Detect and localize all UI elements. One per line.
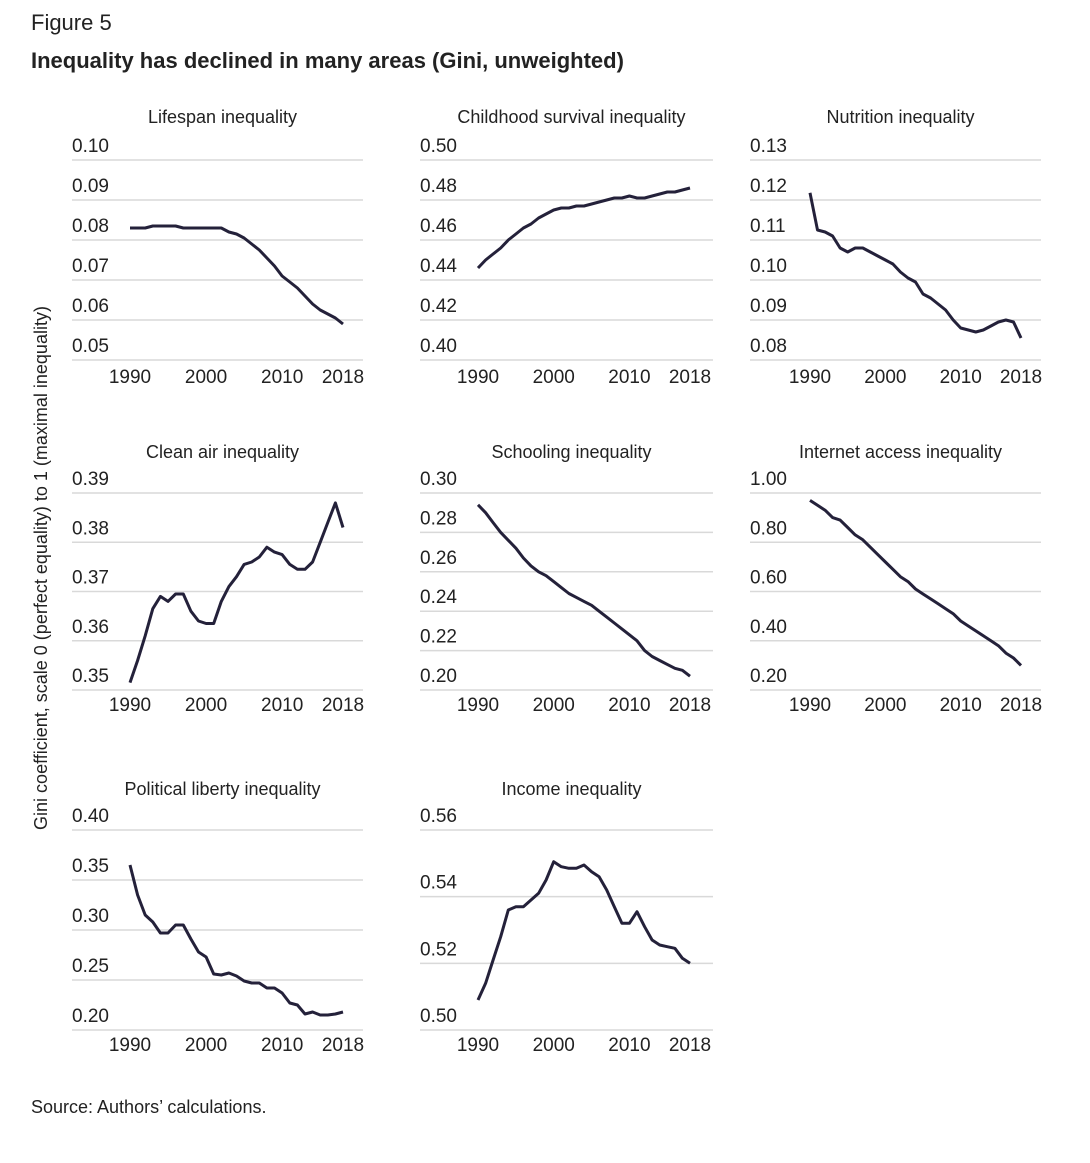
x-tick-label: 1990 <box>789 367 831 388</box>
panel-title: Political liberty inequality <box>124 779 320 799</box>
figure-label: Figure 5 <box>31 10 112 35</box>
y-tick-label: 0.24 <box>420 587 457 608</box>
y-tick-label: 0.09 <box>750 296 787 317</box>
x-tick-label: 2018 <box>1000 367 1042 388</box>
y-tick-label: 0.52 <box>420 939 457 960</box>
x-tick-label: 2018 <box>322 367 364 388</box>
y-tick-label: 0.80 <box>750 518 787 539</box>
x-tick-label: 2010 <box>940 695 982 716</box>
y-tick-label: 0.08 <box>750 336 787 357</box>
x-tick-label: 2000 <box>864 367 906 388</box>
x-tick-label: 2018 <box>322 1035 364 1056</box>
y-tick-label: 0.10 <box>72 136 109 157</box>
panel-title: Childhood survival inequality <box>457 107 685 127</box>
y-tick-label: 0.42 <box>420 296 457 317</box>
x-tick-label: 1990 <box>109 1035 151 1056</box>
x-tick-label: 2010 <box>940 367 982 388</box>
x-tick-label: 2000 <box>533 367 575 388</box>
x-tick-label: 2010 <box>261 367 303 388</box>
y-tick-label: 0.20 <box>420 666 457 687</box>
y-tick-label: 0.13 <box>750 136 787 157</box>
x-tick-label: 1990 <box>457 367 499 388</box>
y-tick-label: 0.20 <box>72 1006 109 1027</box>
y-tick-label: 0.30 <box>72 906 109 927</box>
y-tick-label: 0.35 <box>72 856 109 877</box>
y-tick-label: 0.25 <box>72 956 109 977</box>
y-axis-label: Gini coefficient, scale 0 (perfect equal… <box>31 306 51 830</box>
y-tick-label: 0.10 <box>750 256 787 277</box>
data-line <box>128 864 344 1017</box>
y-tick-label: 0.30 <box>420 469 457 490</box>
data-line <box>130 224 344 326</box>
panel-title: Clean air inequality <box>146 442 299 462</box>
x-tick-label: 2000 <box>533 695 575 716</box>
y-tick-label: 0.60 <box>750 568 787 589</box>
y-tick-label: 0.28 <box>420 508 457 529</box>
x-tick-label: 2018 <box>669 1035 711 1056</box>
y-tick-label: 0.40 <box>420 336 457 357</box>
y-tick-label: 0.44 <box>420 256 457 277</box>
data-line <box>128 501 345 684</box>
y-tick-label: 0.39 <box>72 469 109 490</box>
x-tick-label: 2018 <box>1000 695 1042 716</box>
x-tick-label: 2010 <box>608 1035 650 1056</box>
y-tick-label: 0.26 <box>420 548 457 569</box>
data-line <box>476 860 691 1001</box>
panel-title: Internet access inequality <box>799 442 1002 462</box>
x-tick-label: 2010 <box>608 367 650 388</box>
y-tick-label: 0.20 <box>750 666 787 687</box>
x-tick-label: 2018 <box>669 695 711 716</box>
y-tick-label: 0.09 <box>72 176 109 197</box>
y-tick-label: 0.56 <box>420 806 457 827</box>
data-line <box>476 186 691 270</box>
y-tick-label: 0.37 <box>72 568 109 589</box>
x-tick-label: 2000 <box>185 367 227 388</box>
x-tick-label: 1990 <box>109 695 151 716</box>
y-tick-label: 0.38 <box>72 518 109 539</box>
x-tick-label: 2010 <box>608 695 650 716</box>
x-tick-label: 1990 <box>457 695 499 716</box>
data-line <box>809 499 1023 667</box>
panel-title: Lifespan inequality <box>148 107 297 127</box>
y-tick-label: 0.48 <box>420 176 457 197</box>
x-tick-label: 2000 <box>185 1035 227 1056</box>
y-tick-label: 0.54 <box>420 873 457 894</box>
y-tick-label: 0.12 <box>750 176 787 197</box>
y-tick-label: 0.50 <box>420 136 457 157</box>
panel-title: Schooling inequality <box>491 442 651 462</box>
x-tick-label: 2000 <box>533 1035 575 1056</box>
x-tick-label: 2018 <box>322 695 364 716</box>
x-tick-label: 2000 <box>185 695 227 716</box>
y-tick-label: 0.07 <box>72 256 109 277</box>
source-note: Source: Authors’ calculations. <box>31 1097 266 1117</box>
x-tick-label: 1990 <box>457 1035 499 1056</box>
x-tick-label: 2000 <box>864 695 906 716</box>
y-tick-label: 0.11 <box>750 216 786 237</box>
panel-title: Nutrition inequality <box>826 107 974 127</box>
figure-title: Inequality has declined in many areas (G… <box>31 48 624 73</box>
y-tick-label: 0.08 <box>72 216 109 237</box>
x-tick-label: 1990 <box>789 695 831 716</box>
panel-title: Income inequality <box>501 779 641 799</box>
y-tick-label: 0.46 <box>420 216 457 237</box>
x-tick-label: 2018 <box>669 367 711 388</box>
x-tick-label: 2010 <box>261 1035 303 1056</box>
y-tick-label: 0.36 <box>72 617 109 638</box>
y-tick-label: 1.00 <box>750 469 787 490</box>
y-tick-label: 0.40 <box>72 806 109 827</box>
y-tick-label: 0.06 <box>72 296 109 317</box>
x-tick-label: 2010 <box>261 695 303 716</box>
data-line <box>476 503 691 678</box>
y-tick-label: 0.05 <box>72 336 109 357</box>
y-tick-label: 0.50 <box>420 1006 457 1027</box>
y-tick-label: 0.40 <box>750 617 787 638</box>
data-line <box>808 192 1023 339</box>
y-tick-label: 0.22 <box>420 627 457 648</box>
y-tick-label: 0.35 <box>72 666 109 687</box>
x-tick-label: 1990 <box>109 367 151 388</box>
